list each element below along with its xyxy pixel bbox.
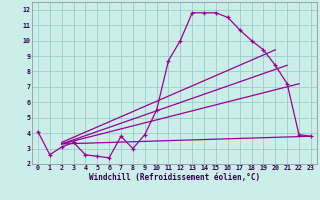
X-axis label: Windchill (Refroidissement éolien,°C): Windchill (Refroidissement éolien,°C) <box>89 173 260 182</box>
